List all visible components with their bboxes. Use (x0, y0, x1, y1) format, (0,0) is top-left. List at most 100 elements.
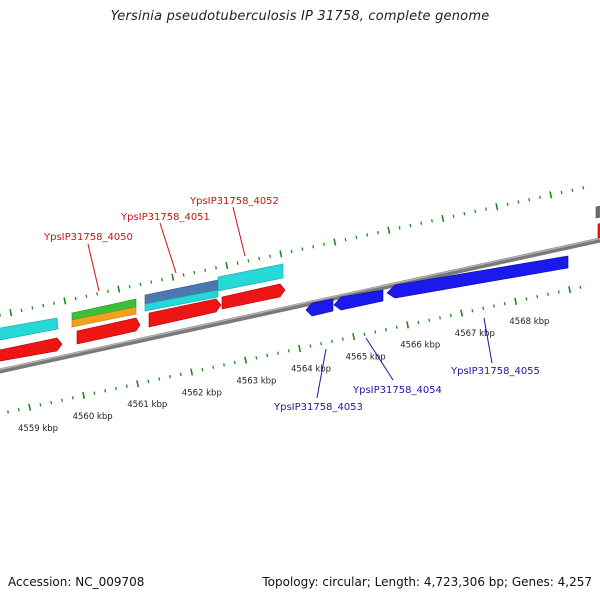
outer-tick-row (0, 186, 585, 317)
outer-tick (182, 273, 185, 277)
inner-tick (536, 294, 539, 299)
inner-tick (385, 327, 387, 332)
genome-stats-text: Topology: circular; Length: 4,723,306 bp… (262, 575, 592, 589)
inner-tick (39, 403, 42, 407)
inner-tick (352, 333, 356, 341)
outer-tick (441, 214, 445, 223)
inner-tick (449, 313, 452, 318)
leader-line-4052 (232, 206, 246, 257)
kbp-label: 4563 kbp (236, 376, 276, 386)
genome-backbone (0, 237, 600, 374)
inner-tick (320, 342, 323, 346)
gene-label-4050[interactable]: YpsIP31758_4050 (43, 232, 133, 243)
outer-tick (279, 250, 283, 258)
outer-tick (63, 297, 67, 305)
inner-tick (341, 337, 344, 341)
kbp-label: 4566 kbp (400, 341, 440, 351)
outer-tick (128, 285, 131, 289)
outer-tick (528, 197, 531, 202)
gray-feature-right[interactable] (595, 205, 600, 219)
reverse-strand-track (305, 255, 569, 317)
red-gene-4052[interactable] (221, 283, 286, 310)
kbp-label: 4561 kbp (127, 400, 167, 410)
cyan-feature-4051[interactable] (144, 289, 219, 312)
outer-tick (117, 285, 121, 293)
reverse-gene-labels: YpsIP31758_4053 YpsIP31758_4054 YpsIP317… (273, 317, 540, 413)
inner-tick (158, 377, 161, 381)
inner-tick (460, 309, 464, 317)
outer-tick (495, 203, 499, 211)
inner-tick (395, 325, 398, 329)
gene-label-4054[interactable]: YpsIP31758_4054 (352, 385, 442, 396)
outer-tick (560, 190, 563, 195)
kbp-label: 4560 kbp (73, 412, 113, 422)
outer-tick (225, 261, 229, 270)
outer-tick (312, 245, 315, 249)
inner-tick (115, 386, 117, 391)
outer-tick (236, 261, 239, 265)
blue-gene-4055[interactable] (386, 255, 569, 299)
outer-tick (20, 308, 23, 313)
kbp-label: 4562 kbp (182, 388, 222, 398)
outer-tick (344, 237, 347, 242)
inner-tick (201, 367, 204, 372)
gene-label-4055[interactable]: YpsIP31758_4055 (450, 366, 540, 377)
kbp-label: 4567 kbp (455, 329, 495, 339)
inner-tick (406, 321, 410, 329)
outer-tick (355, 235, 358, 240)
gene-label-4053[interactable]: YpsIP31758_4053 (273, 402, 363, 413)
outer-tick (387, 226, 391, 234)
cyan-feature-4052[interactable] (217, 263, 284, 292)
outer-tick (582, 186, 585, 190)
inner-tick (61, 398, 63, 402)
inner-tick (277, 351, 279, 355)
kbp-label: 4568 kbp (509, 317, 549, 327)
outer-tick (409, 223, 412, 228)
kbp-label: 4564 kbp (291, 365, 331, 375)
blue-gene-4053[interactable] (305, 298, 334, 317)
outer-tick (269, 254, 271, 258)
blue-gene-4054[interactable] (333, 289, 384, 311)
outer-tick (463, 212, 466, 216)
gene-label-4051[interactable]: YpsIP31758_4051 (120, 212, 210, 223)
inner-tick (82, 391, 86, 400)
inner-tick (28, 403, 32, 411)
outer-tick (107, 289, 109, 294)
forward-strand-track (0, 205, 600, 362)
inner-tick (50, 400, 53, 405)
leader-line-4051 (159, 222, 177, 274)
inner-tick (298, 344, 302, 353)
outer-tick (139, 282, 142, 287)
inner-tick (525, 297, 528, 301)
kbp-label-row: 4559 kbp 4560 kbp 4561 kbp 4562 kbp 4563 kbp… (18, 317, 549, 434)
inner-tick (309, 344, 312, 348)
cyan-feature-left[interactable] (0, 317, 59, 341)
inner-tick (71, 396, 74, 400)
inner-tick (568, 286, 572, 294)
outer-tick (431, 219, 433, 223)
inner-tick (223, 363, 225, 367)
inner-tick (439, 316, 441, 320)
inner-tick (147, 379, 150, 384)
inner-tick (93, 391, 96, 395)
inner-tick (266, 353, 269, 358)
inner-tick (503, 301, 506, 306)
inner-tick (255, 356, 258, 360)
outer-tick (549, 191, 553, 199)
red-gene-left[interactable] (0, 337, 63, 362)
genome-backbone-highlight (0, 237, 600, 371)
outer-tick (420, 221, 423, 225)
gene-label-4052[interactable]: YpsIP31758_4052 (189, 196, 279, 207)
outer-tick (150, 280, 153, 284)
outer-tick (85, 294, 88, 298)
outer-tick (474, 209, 477, 214)
outer-tick (452, 214, 455, 218)
accession-text: Accession: NC_009708 (8, 575, 145, 589)
inner-tick (374, 330, 377, 334)
red-gene-4051[interactable] (148, 298, 222, 328)
kbp-label: 4559 kbp (18, 424, 58, 434)
red-gene-4050[interactable] (76, 317, 141, 345)
orange-feature-4050[interactable] (71, 306, 137, 328)
forward-gene-labels: YpsIP31758_4050 YpsIP31758_4051 YpsIP317… (43, 196, 279, 292)
